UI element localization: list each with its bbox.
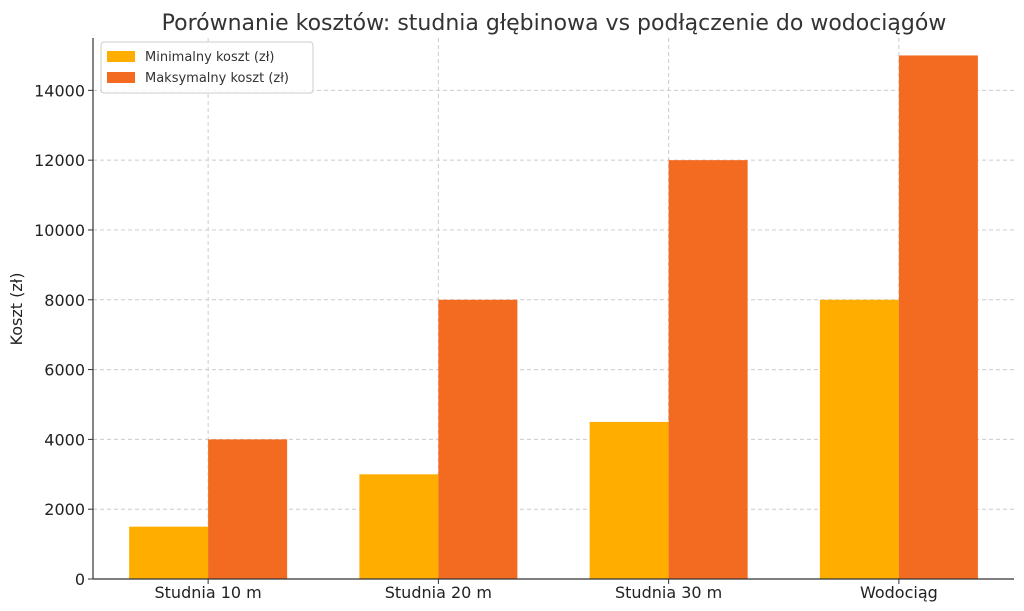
y-tick-label: 14000 bbox=[34, 81, 85, 100]
legend-swatch-maksymalny bbox=[107, 72, 135, 83]
y-tick-label: 4000 bbox=[44, 430, 85, 449]
bar-minimalny-3 bbox=[819, 299, 899, 579]
y-tick-label: 2000 bbox=[44, 500, 85, 519]
bar-minimalny-1 bbox=[359, 474, 439, 579]
x-tick-label: Studnia 30 m bbox=[615, 583, 722, 602]
legend-label-minimalny: Minimalny koszt (zł) bbox=[145, 50, 275, 65]
x-tick-label: Wodociąg bbox=[860, 583, 938, 602]
legend-box bbox=[100, 41, 314, 94]
y-tick-label: 0 bbox=[75, 570, 85, 589]
y-tick-label: 12000 bbox=[34, 151, 85, 170]
x-tick-label: Studnia 20 m bbox=[385, 583, 492, 602]
legend: Minimalny koszt (zł) Maksymalny koszt (z… bbox=[100, 41, 314, 94]
bar-maksymalny-2 bbox=[668, 160, 748, 579]
bar-minimalny-0 bbox=[129, 526, 209, 579]
y-axis-label: Koszt (zł) bbox=[7, 272, 26, 345]
legend-label-maksymalny: Maksymalny koszt (zł) bbox=[145, 71, 289, 86]
y-tick-label: 8000 bbox=[44, 291, 85, 310]
bar-maksymalny-1 bbox=[438, 299, 518, 579]
bar-maksymalny-0 bbox=[208, 439, 288, 579]
ticks-layer: 0 2000 4000 6000 8000 10000 12000 14000 Studnia … bbox=[34, 81, 938, 602]
legend-swatch-minimalny bbox=[107, 51, 135, 62]
bar-minimalny-2 bbox=[589, 421, 669, 579]
bar-maksymalny-3 bbox=[898, 55, 978, 580]
y-tick-label: 6000 bbox=[44, 361, 85, 380]
axes-layer bbox=[92, 38, 1014, 580]
x-tick-label: Studnia 10 m bbox=[155, 583, 262, 602]
bars-layer bbox=[129, 55, 978, 580]
y-tick-label: 10000 bbox=[34, 221, 85, 240]
chart-title: Porównanie kosztów: studnia głębinowa vs… bbox=[162, 11, 947, 36]
